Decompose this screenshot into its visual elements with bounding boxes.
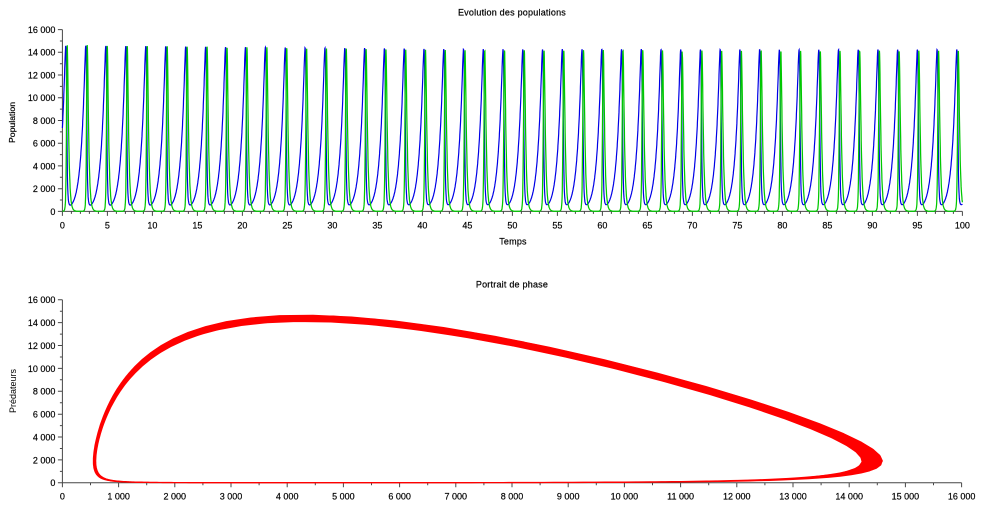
svg-text:2 000: 2 000 (33, 184, 56, 194)
svg-text:12 000: 12 000 (28, 341, 56, 351)
svg-text:75: 75 (732, 220, 742, 230)
svg-text:0: 0 (60, 220, 65, 230)
svg-text:95: 95 (912, 220, 922, 230)
svg-text:16 000: 16 000 (28, 295, 56, 305)
svg-text:10 000: 10 000 (28, 364, 56, 374)
svg-text:10: 10 (147, 220, 157, 230)
svg-text:4 000: 4 000 (33, 161, 56, 171)
svg-text:80: 80 (777, 220, 787, 230)
svg-text:16 000: 16 000 (948, 492, 976, 502)
svg-text:7 000: 7 000 (445, 492, 468, 502)
svg-text:0: 0 (50, 207, 55, 217)
svg-text:2 000: 2 000 (164, 492, 187, 502)
svg-text:Prédateurs: Prédateurs (8, 368, 18, 413)
svg-text:15 000: 15 000 (892, 492, 920, 502)
svg-text:10 000: 10 000 (611, 492, 639, 502)
svg-text:50: 50 (507, 220, 517, 230)
svg-text:30: 30 (327, 220, 337, 230)
svg-text:2 000: 2 000 (33, 455, 56, 465)
svg-text:6 000: 6 000 (33, 410, 56, 420)
svg-text:40: 40 (417, 220, 427, 230)
svg-text:16 000: 16 000 (28, 25, 56, 35)
svg-text:13 000: 13 000 (779, 492, 807, 502)
svg-text:4 000: 4 000 (276, 492, 299, 502)
svg-text:45: 45 (462, 220, 472, 230)
svg-text:35: 35 (372, 220, 382, 230)
svg-text:20: 20 (237, 220, 247, 230)
svg-text:0: 0 (60, 492, 65, 502)
svg-text:8 000: 8 000 (501, 492, 524, 502)
svg-text:90: 90 (867, 220, 877, 230)
svg-text:4 000: 4 000 (33, 432, 56, 442)
svg-text:Portrait de phase: Portrait de phase (476, 280, 548, 290)
svg-text:6 000: 6 000 (33, 139, 56, 149)
svg-text:6 000: 6 000 (388, 492, 411, 502)
svg-text:14 000: 14 000 (28, 48, 56, 58)
svg-text:5 000: 5 000 (332, 492, 355, 502)
svg-text:14 000: 14 000 (835, 492, 863, 502)
svg-text:12 000: 12 000 (723, 492, 751, 502)
svg-text:85: 85 (822, 220, 832, 230)
svg-text:15: 15 (192, 220, 202, 230)
svg-text:0: 0 (50, 478, 55, 488)
svg-text:60: 60 (597, 220, 607, 230)
svg-text:12 000: 12 000 (28, 70, 56, 80)
svg-text:3 000: 3 000 (220, 492, 243, 502)
svg-text:25: 25 (282, 220, 292, 230)
svg-text:100: 100 (955, 220, 970, 230)
svg-text:70: 70 (687, 220, 697, 230)
svg-text:11 000: 11 000 (667, 492, 694, 502)
svg-text:55: 55 (552, 220, 562, 230)
svg-text:1 000: 1 000 (107, 492, 130, 502)
svg-text:65: 65 (642, 220, 652, 230)
svg-text:8 000: 8 000 (33, 116, 56, 126)
svg-text:5: 5 (105, 220, 110, 230)
svg-text:8 000: 8 000 (33, 387, 56, 397)
svg-text:10 000: 10 000 (28, 93, 56, 103)
svg-text:14 000: 14 000 (28, 318, 56, 328)
svg-text:9 000: 9 000 (557, 492, 580, 502)
svg-text:Temps: Temps (499, 237, 527, 247)
svg-text:Population: Population (7, 102, 17, 143)
svg-text:Evolution des populations: Evolution des populations (458, 7, 566, 17)
